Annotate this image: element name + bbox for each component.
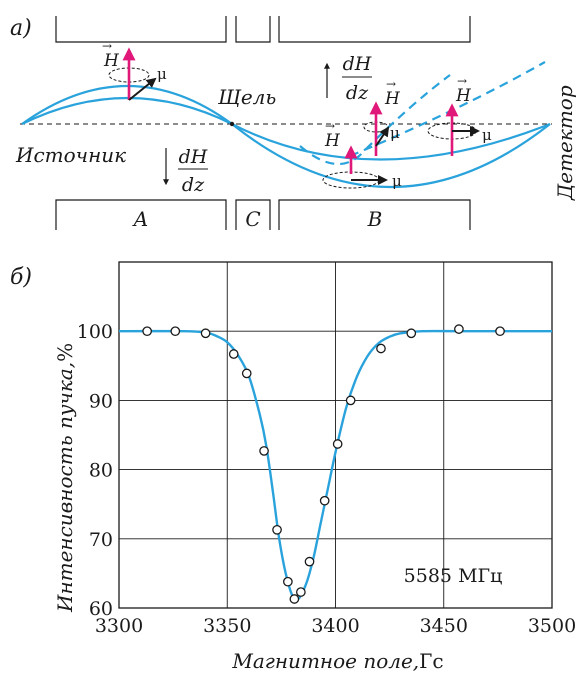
x-tick-label: 3350 [203,615,251,637]
gradient-bottom-num: dH [179,146,208,168]
h-vector-label: H [384,89,401,109]
spin-vector-4: H → μ [427,74,492,156]
magnet-c-bottom [235,199,271,230]
magnet-c-label: C [245,207,260,231]
h-vector-label: H [103,51,120,71]
gradient-bottom: dH dz [163,146,208,196]
gradient-top-num: dH [343,53,372,75]
detector-label: Детектор [553,85,577,201]
frequency-annotation: 5585 МГц [404,565,503,587]
gradient-top: dH dz [324,53,372,104]
data-point [272,524,282,535]
magnet-c-top [235,16,271,43]
vector-overarrow: → [102,39,112,53]
magnet-b-bottom [278,199,471,230]
data-point [376,343,386,354]
gradient-bottom-den: dz [182,174,205,196]
mu-vector-label: μ [482,126,492,144]
x-tick-label: 3300 [95,615,143,637]
chart-gridlines [119,262,552,608]
y-tick-label: 80 [89,460,113,482]
y-tick-labels: 60 70 80 90 100 [77,321,113,620]
trajectory-inner-a [21,96,233,125]
panel-a: а) A C B Щель Источник Детектор [10,16,577,231]
y-tick-label: 90 [89,390,113,412]
spin-vector-3: H → μ [322,119,402,190]
data-point [345,395,356,406]
plot-frame [118,261,553,609]
data-point [200,328,211,339]
data-points [142,324,505,604]
magnet-b-label: B [367,207,383,231]
mu-vector-label: μ [390,124,400,142]
trajectory-outer-a [21,84,233,125]
panel-b: б) 3300 3350 3400 3450 3500 60 70 80 90 100 Инте… [10,261,576,673]
trajectory-outer-b [231,123,551,189]
magnet-a-top [55,16,227,43]
vector-overarrow: → [386,77,396,91]
mu-vector-arrow [128,77,157,101]
panel-b-label: б) [10,265,32,290]
spin-vector-2: H → μ [363,77,401,156]
trajectory-inner-b [231,122,551,161]
x-axis-label: Магнитное поле,Гс [231,649,443,673]
vector-overarrow: → [457,74,467,88]
y-tick-label: 70 [89,529,113,551]
data-point [304,556,315,567]
magnet-a-bottom [55,199,227,230]
data-point [259,446,269,456]
data-point [495,326,505,337]
magnet-poles [55,16,471,230]
data-point [332,439,343,449]
slit-label: Щель [217,85,276,109]
mu-vector-arrow [375,126,390,147]
trajectory-flipped-1 [299,74,451,166]
data-point [319,495,330,506]
mu-vector-label: μ [157,65,167,83]
mu-vector-label: μ [392,172,402,190]
data-point [283,576,293,587]
h-vector-label: H [455,86,472,106]
magnet-b-top [278,16,471,43]
y-axis-label: Интенсивность пучка,% [53,343,77,613]
x-tick-label: 3450 [420,615,468,637]
data-point [296,587,306,597]
data-point [289,594,300,604]
x-tick-label: 3400 [311,615,359,637]
magnet-a-label: A [132,207,148,231]
gradient-top-den: dz [346,82,369,104]
panel-a-label: а) [10,16,32,41]
y-tick-label: 100 [77,321,113,343]
data-point [170,326,181,337]
data-point [406,328,417,339]
data-point [228,349,239,359]
data-point [142,326,152,337]
y-tick-label: 60 [89,598,113,620]
source-label: Источник [15,143,126,167]
slit-point [229,121,235,127]
spin-vector-1: H → μ [102,39,167,101]
data-point [241,368,252,379]
x-tick-label: 3500 [528,615,576,637]
vector-overarrow: → [325,119,335,133]
data-point [454,324,464,334]
x-tick-labels: 3300 3350 3400 3450 3500 [95,615,576,637]
h-vector-label: H [324,131,341,151]
